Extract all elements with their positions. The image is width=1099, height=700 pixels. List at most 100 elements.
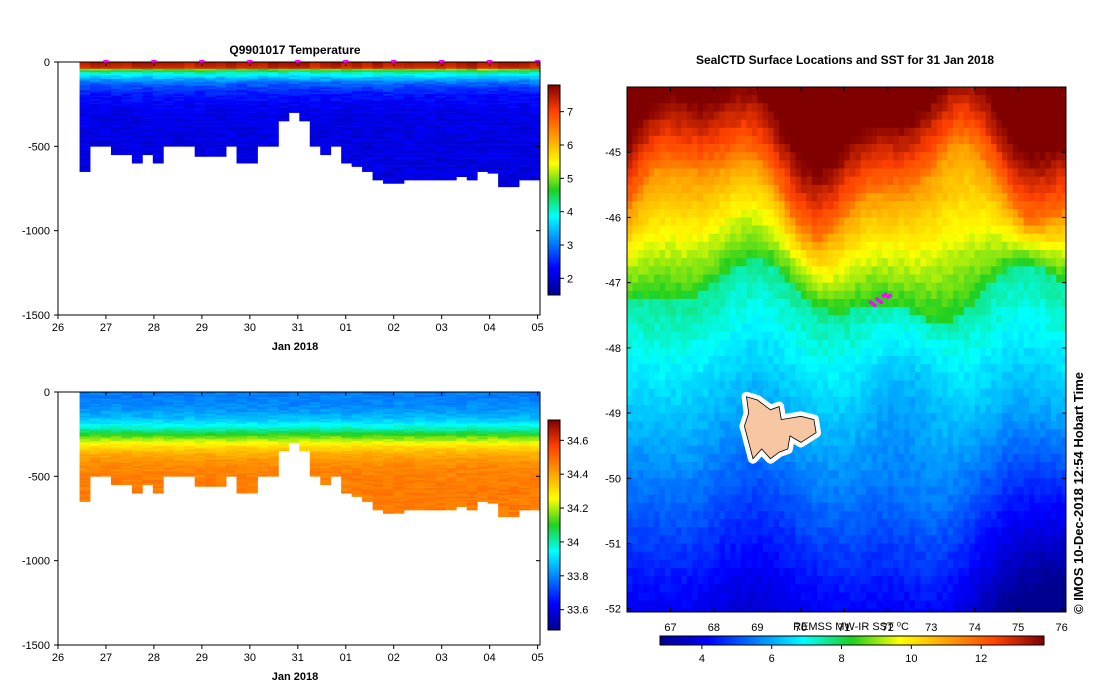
- section-cell: [163, 462, 175, 465]
- section-cell: [152, 395, 164, 398]
- section-cell: [487, 136, 499, 139]
- section-cell: [393, 407, 405, 410]
- section-cell: [205, 134, 217, 137]
- section-cell: [288, 432, 300, 435]
- section-cell: [393, 107, 405, 110]
- section-cell: [163, 97, 175, 100]
- section-cell: [330, 104, 342, 107]
- section-cell: [131, 124, 143, 127]
- section-cell: [121, 434, 133, 437]
- section-cell: [341, 412, 353, 415]
- section-cell: [424, 457, 436, 460]
- section-cell: [519, 129, 530, 132]
- section-cell: [236, 412, 248, 415]
- section-cell: [215, 471, 227, 474]
- section-cell: [194, 427, 206, 430]
- section-cell: [215, 449, 227, 452]
- section-cell: [226, 424, 237, 427]
- section-cell: [131, 439, 143, 442]
- section-cell: [508, 94, 520, 97]
- section-cell: [257, 114, 269, 117]
- section-cell: [477, 95, 489, 98]
- section-cell: [142, 99, 154, 102]
- section-cell: [278, 439, 290, 442]
- section-cell: [267, 72, 279, 75]
- section-cell: [142, 109, 154, 112]
- section-cell: [194, 117, 206, 120]
- section-cell: [309, 418, 321, 421]
- section-cell: [309, 132, 321, 135]
- section-cell: [90, 415, 101, 418]
- section-cell: [79, 104, 91, 107]
- section-cell: [393, 483, 405, 486]
- section-cell: [403, 392, 415, 394]
- section-cell: [110, 85, 122, 88]
- section-cell: [267, 395, 279, 398]
- section-cell: [79, 444, 91, 447]
- section-cell: [414, 164, 426, 167]
- section-cell: [435, 397, 447, 400]
- section-cell: [152, 88, 164, 91]
- section-cell: [184, 459, 196, 462]
- section-cell: [110, 418, 122, 421]
- section-cell: [226, 439, 237, 442]
- section-cell: [393, 139, 405, 142]
- section-cell: [362, 105, 373, 108]
- section-cell: [529, 109, 540, 112]
- section-cell: [466, 78, 478, 81]
- section-cell: [257, 95, 269, 98]
- section-cell: [519, 132, 530, 135]
- section-cell: [508, 62, 520, 64]
- section-cell: [278, 427, 290, 430]
- section-cell: [519, 77, 530, 80]
- section-cell: [205, 427, 217, 430]
- section-cell: [403, 77, 415, 80]
- section-cell: [121, 395, 133, 398]
- section-cell: [456, 491, 468, 494]
- section-cell: [393, 474, 405, 477]
- section-cell: [309, 447, 321, 450]
- section-cell: [362, 424, 373, 427]
- section-cell: [477, 67, 489, 70]
- section-cell: [194, 87, 206, 90]
- section-cell: [121, 439, 133, 442]
- section-cell: [247, 158, 258, 161]
- section-cell: [341, 119, 353, 122]
- section-cell: [403, 403, 415, 406]
- section-cell: [403, 161, 415, 164]
- section-cell: [351, 75, 363, 78]
- section-cell: [372, 151, 384, 154]
- section-cell: [508, 129, 520, 132]
- section-cell: [435, 168, 447, 171]
- section-cell: [100, 117, 112, 120]
- section-cell: [487, 415, 499, 418]
- section-cell: [529, 107, 540, 110]
- section-cell: [529, 83, 540, 86]
- section-cell: [288, 100, 300, 103]
- section-cell: [257, 119, 269, 122]
- section-cell: [529, 178, 540, 181]
- section-cell: [205, 484, 217, 487]
- section-cell: [383, 151, 394, 154]
- section-cell: [288, 435, 300, 438]
- section-cell: [142, 132, 154, 135]
- section-cell: [121, 461, 133, 464]
- section-cell: [320, 115, 332, 118]
- section-cell: [288, 107, 300, 110]
- section-cell: [320, 151, 332, 154]
- section-cell: [215, 476, 227, 479]
- section-cell: [372, 471, 384, 474]
- section-cell: [267, 94, 279, 97]
- section-cell: [131, 471, 143, 474]
- section-cell: [424, 117, 436, 120]
- section-cell: [445, 488, 457, 491]
- section-cell: [247, 488, 258, 491]
- section-cell: [456, 129, 468, 132]
- section-cell: [320, 444, 332, 447]
- section-cell: [351, 474, 363, 477]
- section-cell: [341, 131, 353, 134]
- colorbar-tick-label: 4: [567, 207, 573, 219]
- section-cell: [362, 398, 373, 401]
- section-cell: [299, 437, 311, 440]
- section-cell: [267, 126, 279, 129]
